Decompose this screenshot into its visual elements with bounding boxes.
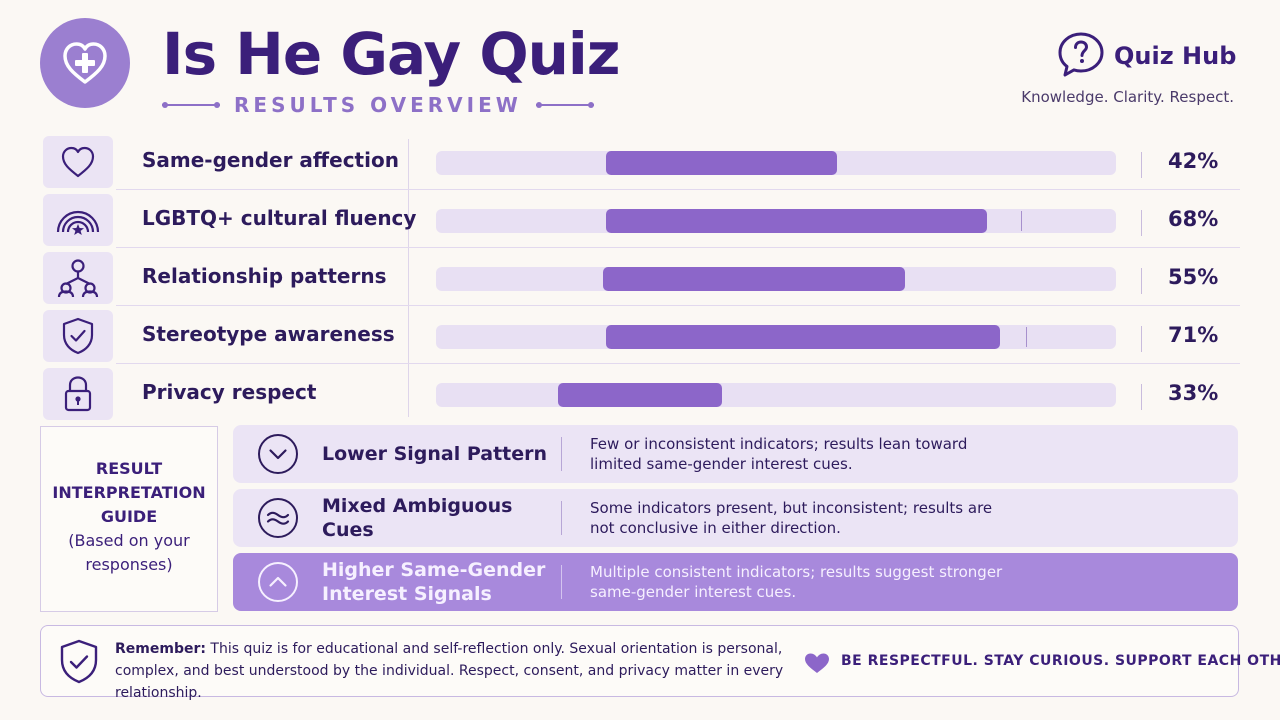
wave-circle-icon bbox=[258, 498, 298, 538]
percent-divider bbox=[1141, 384, 1142, 410]
chevron-down-circle-icon bbox=[258, 434, 298, 474]
interpretation-guide-card: RESULT INTERPRETATION GUIDE (Based on yo… bbox=[40, 426, 218, 612]
percent-divider bbox=[1141, 152, 1142, 178]
interpretation-description: Few or inconsistent indicators; results … bbox=[590, 435, 968, 473]
row-divider bbox=[116, 363, 1240, 364]
metric-row: Privacy respect 33% bbox=[40, 365, 1240, 422]
metric-row: Relationship patterns 55% bbox=[40, 249, 1240, 306]
footer-notice: Remember: This quiz is for educational a… bbox=[40, 625, 1280, 701]
metric-percent: 71% bbox=[1168, 323, 1219, 347]
motto-text: BE RESPECTFUL. STAY CURIOUS. SUPPORT EAC… bbox=[841, 653, 1280, 669]
metrics-panel: Same-gender affection 42% LGBTQ+ cultura… bbox=[40, 133, 1240, 420]
band-divider bbox=[561, 501, 562, 535]
metric-label: Stereotype awareness bbox=[142, 322, 395, 346]
subtitle-ornament-left bbox=[162, 102, 220, 108]
metric-bar-fill bbox=[602, 267, 906, 291]
metric-icon-tile bbox=[43, 252, 113, 304]
metric-bar-fill bbox=[606, 325, 1001, 349]
row-divider bbox=[116, 189, 1240, 190]
metric-icon-tile bbox=[43, 136, 113, 188]
interpretation-label: Mixed Ambiguous Cues bbox=[322, 495, 513, 541]
metric-percent: 33% bbox=[1168, 381, 1219, 405]
logo-badge bbox=[40, 18, 130, 108]
metric-row: Stereotype awareness 71% bbox=[40, 307, 1240, 364]
heart-outline-icon bbox=[61, 146, 95, 178]
remember-label: Remember: bbox=[115, 641, 206, 657]
metric-bar-fill bbox=[558, 383, 722, 407]
remember-text: Remember: This quiz is for educational a… bbox=[115, 638, 795, 704]
row-divider bbox=[116, 305, 1240, 306]
band-divider bbox=[561, 437, 562, 471]
metric-bar-track bbox=[436, 209, 1116, 233]
shield-check-icon bbox=[62, 317, 94, 355]
percent-divider bbox=[1141, 210, 1142, 236]
metric-label: Privacy respect bbox=[142, 380, 317, 404]
metric-bar-track bbox=[436, 151, 1116, 175]
percent-divider bbox=[1141, 268, 1142, 294]
remember-body: This quiz is for educational and self-re… bbox=[115, 641, 784, 701]
shield-check-icon bbox=[60, 639, 98, 684]
metric-icon-tile bbox=[43, 368, 113, 420]
interpretation-band-low[interactable]: Lower Signal Pattern Few or inconsistent… bbox=[233, 425, 1238, 483]
metric-icon-tile bbox=[43, 310, 113, 362]
metric-label: LGBTQ+ cultural fluency bbox=[142, 206, 417, 230]
metric-label: Relationship patterns bbox=[142, 264, 387, 288]
metric-bar-marker bbox=[1026, 327, 1028, 347]
subtitle-row: RESULTS OVERVIEW bbox=[162, 92, 602, 118]
heart-plus-icon bbox=[63, 42, 107, 84]
interpretation-description: Multiple consistent indicators; results … bbox=[590, 563, 1003, 601]
metric-bar-marker bbox=[1021, 211, 1023, 231]
metric-row: LGBTQ+ cultural fluency 68% bbox=[40, 191, 1240, 248]
interpretation-band-high[interactable]: Higher Same-Gender Interest Signals Mult… bbox=[233, 553, 1238, 611]
metric-bar-fill bbox=[606, 209, 987, 233]
metric-row: Same-gender affection 42% bbox=[40, 133, 1240, 190]
metric-percent: 55% bbox=[1168, 265, 1219, 289]
brand-name: Quiz Hub bbox=[1114, 42, 1237, 70]
percent-divider bbox=[1141, 326, 1142, 352]
metric-percent: 42% bbox=[1168, 149, 1219, 173]
guide-title: RESULT INTERPRETATION GUIDE bbox=[52, 459, 206, 526]
brand-tagline: Knowledge. Clarity. Respect. bbox=[1021, 88, 1234, 106]
rainbow-icon bbox=[56, 210, 100, 235]
interpretation-band-mixed[interactable]: Mixed Ambiguous Cues Some indicators pre… bbox=[233, 489, 1238, 547]
band-divider bbox=[561, 565, 562, 599]
row-divider bbox=[116, 247, 1240, 248]
subtitle-ornament-right bbox=[535, 102, 594, 108]
metric-bar-track bbox=[436, 325, 1116, 349]
metrics-column-divider bbox=[408, 139, 409, 417]
lock-icon bbox=[64, 376, 92, 412]
metric-bar-fill bbox=[606, 151, 838, 175]
people-network-icon bbox=[57, 259, 99, 298]
metric-bar-track bbox=[436, 383, 1116, 407]
heart-icon bbox=[805, 653, 829, 673]
metric-label: Same-gender affection bbox=[142, 148, 399, 172]
chevron-up-circle-icon bbox=[258, 562, 298, 602]
interpretation-label: Higher Same-Gender Interest Signals bbox=[322, 559, 546, 605]
page-subtitle: RESULTS OVERVIEW bbox=[234, 93, 522, 117]
metric-icon-tile bbox=[43, 194, 113, 246]
question-bubble-icon bbox=[1058, 32, 1104, 77]
interpretation-label: Lower Signal Pattern bbox=[322, 443, 548, 465]
interpretation-description: Some indicators present, but inconsisten… bbox=[590, 499, 993, 537]
metric-bar-track bbox=[436, 267, 1116, 291]
guide-subtitle: (Based on your responses) bbox=[68, 531, 190, 574]
brand-block[interactable]: Quiz Hub Knowledge. Clarity. Respect. bbox=[1004, 30, 1237, 110]
page-title: Is He Gay Quiz bbox=[162, 20, 621, 88]
metric-percent: 68% bbox=[1168, 207, 1219, 231]
